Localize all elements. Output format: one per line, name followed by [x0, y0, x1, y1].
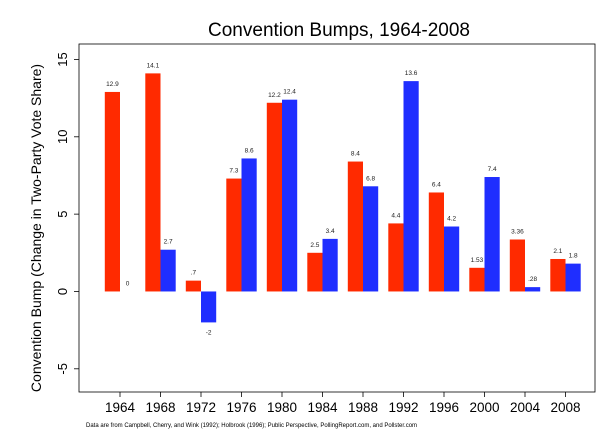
data-label: 2.7 [164, 239, 173, 246]
plot-frame [78, 43, 596, 393]
bar [388, 223, 404, 292]
x-tick-label: 1992 [388, 400, 418, 415]
y-tick-label: 15 [55, 52, 70, 66]
bar [363, 186, 379, 292]
data-label: 12.4 [283, 89, 296, 96]
bar [550, 258, 566, 292]
data-label: .28 [528, 276, 537, 283]
data-label: 1.53 [471, 257, 484, 264]
bar [347, 161, 363, 292]
data-label: 12.9 [106, 81, 119, 88]
data-label: 0 [126, 280, 130, 287]
data-label: 13.6 [405, 70, 418, 77]
bar [484, 177, 500, 292]
data-label: 12.2 [268, 92, 281, 99]
bar [322, 238, 338, 292]
bar [428, 192, 444, 292]
bar [226, 178, 242, 292]
source-note: Data are from Campbell, Cherry, and Wink… [86, 423, 417, 429]
data-label: 4.2 [447, 216, 456, 223]
data-label: 4.4 [391, 212, 400, 219]
y-tick-label: -5 [55, 363, 70, 375]
bar [185, 280, 201, 292]
y-tick-label: 5 [55, 211, 70, 218]
data-label: .7 [191, 270, 197, 277]
chart-title: Convention Bumps, 1964-2008 [208, 20, 470, 41]
bar [444, 226, 460, 292]
data-label: 6.8 [366, 175, 375, 182]
bar [104, 91, 120, 292]
data-label: 8.4 [351, 151, 360, 158]
data-label: 2.1 [553, 248, 562, 255]
bar [266, 102, 282, 292]
y-axis-label: Convention Bump (Change in Two-Party Vot… [28, 64, 44, 392]
bar [525, 287, 541, 292]
plot-area: -5 0 5 10 15 1964 12.9 0 1968 14.1 2.7 1972 .7 -2 1976… [55, 52, 581, 415]
x-tick-label: 1972 [186, 400, 216, 415]
x-tick-label: 2008 [550, 400, 580, 415]
bar [403, 81, 419, 292]
x-tick-label: 1968 [145, 400, 175, 415]
data-label: 8.6 [245, 147, 254, 154]
bar [469, 267, 485, 292]
x-tick-label: 1984 [307, 400, 338, 415]
x-tick-label: 2004 [510, 400, 541, 415]
x-tick-label: 1980 [267, 400, 297, 415]
bar [160, 249, 176, 292]
data-label: 1.8 [569, 253, 578, 260]
data-label: 7.4 [488, 166, 497, 173]
x-tick-label: 1996 [429, 400, 459, 415]
data-label: 6.4 [432, 181, 441, 188]
bar [307, 252, 323, 292]
x-tick-label: 1976 [226, 400, 256, 415]
bar [241, 158, 257, 292]
data-label: 3.4 [326, 228, 335, 235]
x-tick-label: 1964 [105, 400, 136, 415]
data-label: 3.36 [511, 228, 524, 235]
y-tick-label: 0 [55, 288, 70, 295]
bar [509, 239, 525, 292]
data-label: 7.3 [229, 168, 238, 175]
bar [565, 263, 581, 292]
data-label: 14.1 [147, 62, 160, 69]
bar [145, 73, 161, 292]
data-label: -2 [206, 329, 212, 336]
x-tick-label: 1988 [348, 400, 378, 415]
bar [201, 291, 217, 323]
x-tick-label: 2000 [469, 400, 499, 415]
bar [282, 99, 298, 292]
y-tick-label: 10 [55, 130, 70, 144]
data-label: 2.5 [310, 242, 319, 249]
